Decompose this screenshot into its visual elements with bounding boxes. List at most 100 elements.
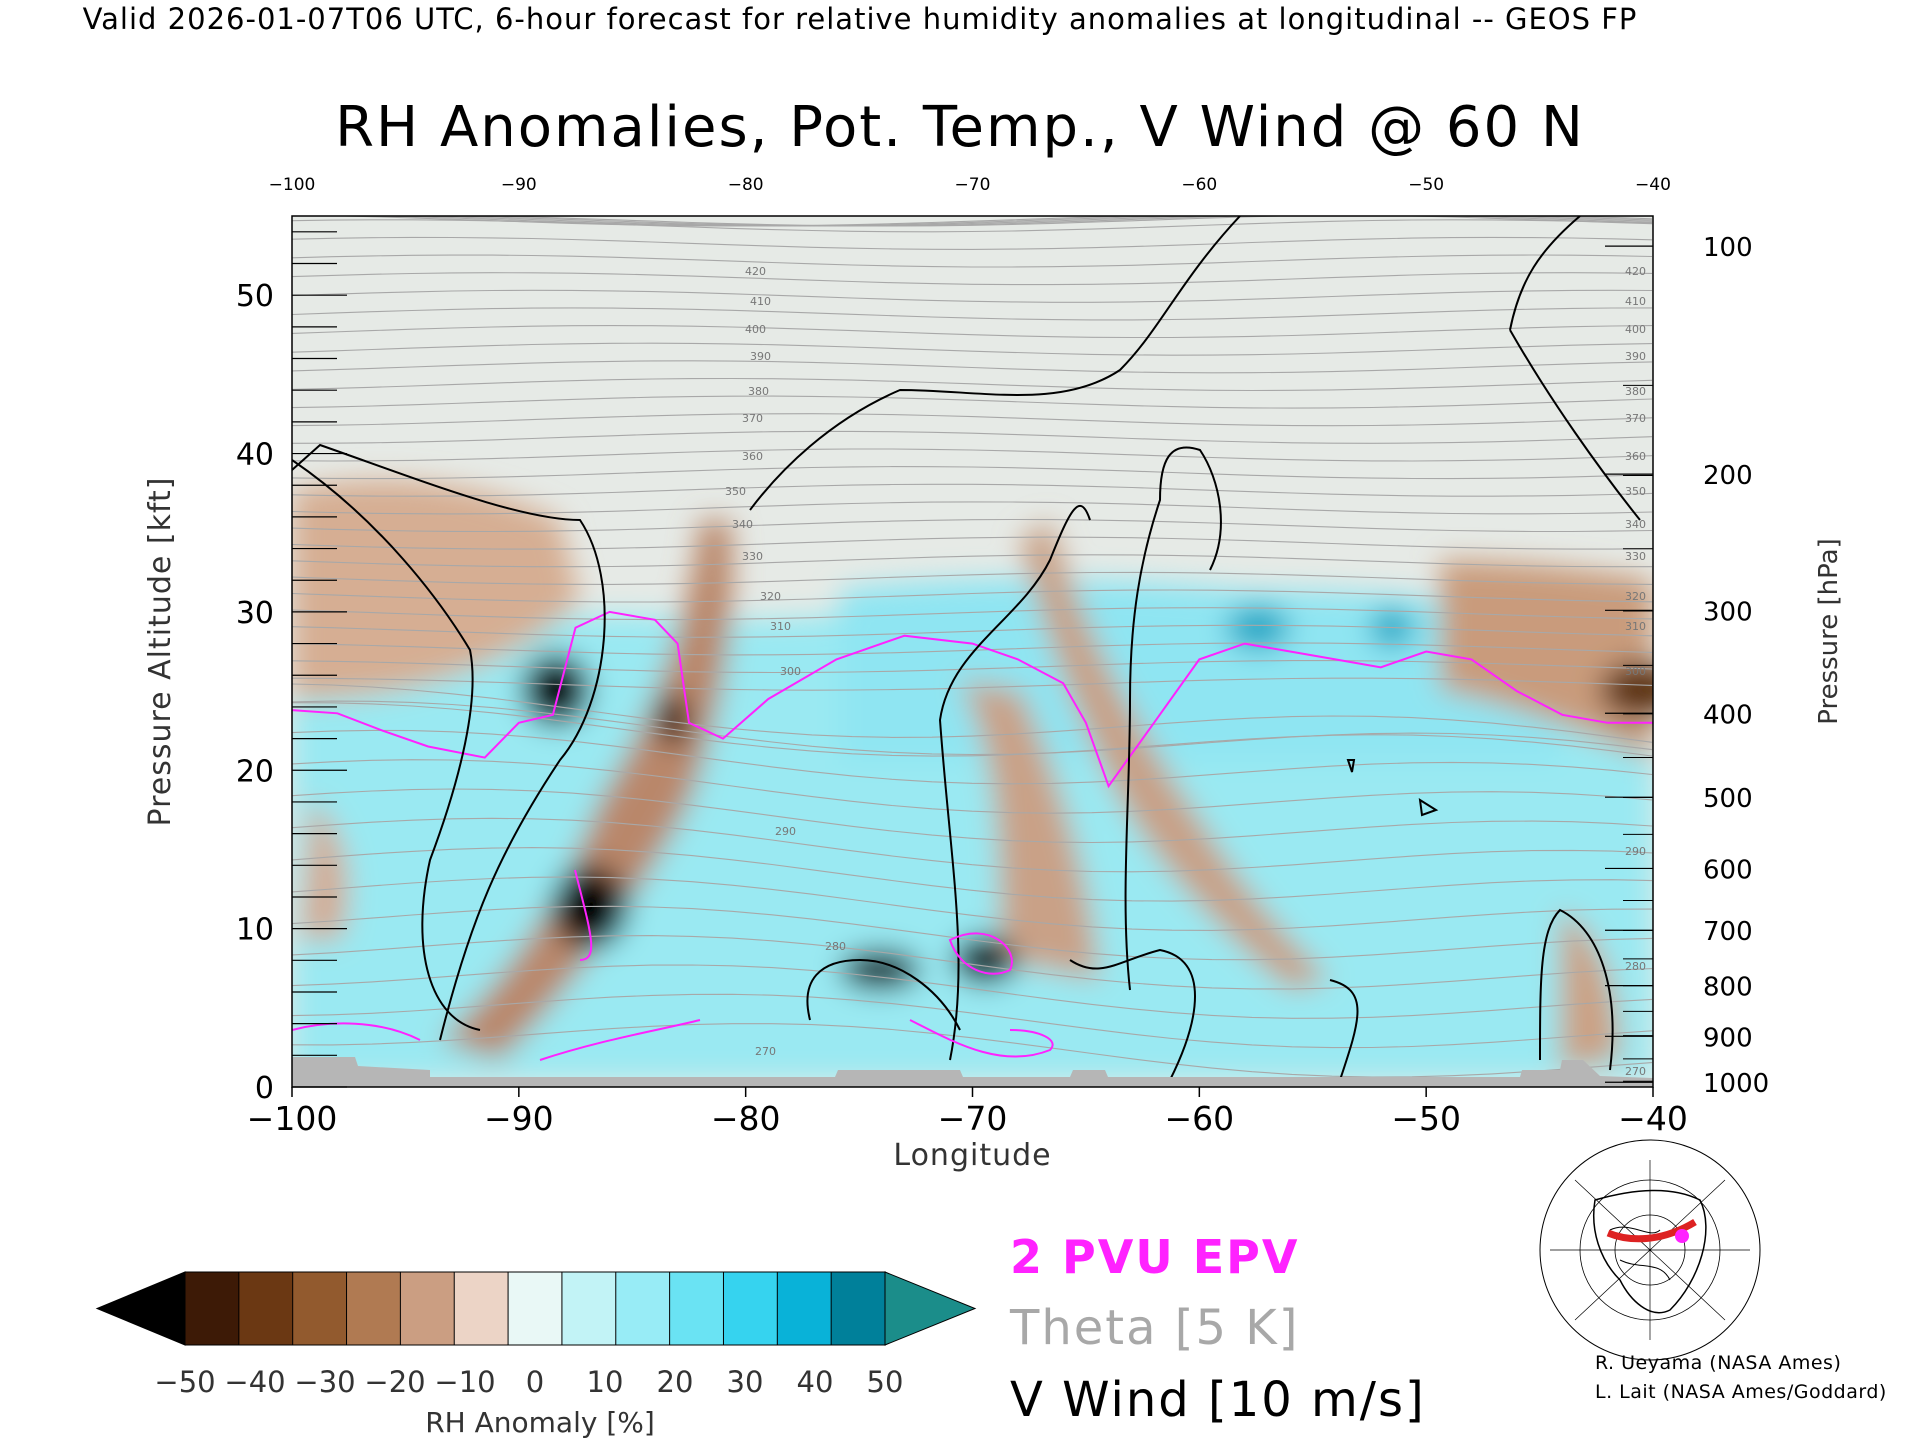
theta-label: 340	[732, 518, 753, 531]
theta-label: 390	[1625, 350, 1646, 363]
x-top-tick-label: −70	[955, 175, 991, 195]
colorbar: −50 −40 −30 −20 −10 0 10 20 30 40 50 RH Anomaly [%]	[95, 1271, 977, 1439]
colorbar-segment	[184, 1271, 240, 1346]
theta-contour-line	[292, 466, 1653, 480]
vwind-contour-11	[1346, 759, 1439, 817]
theta-label: 410	[1625, 295, 1646, 308]
theta-contour-line	[292, 360, 1653, 374]
x-axis-label: Longitude	[893, 1138, 1051, 1173]
theta-contour-line	[292, 307, 1653, 321]
p-tick-label: 300	[1703, 597, 1753, 627]
x-tick-label: −60	[1165, 1099, 1235, 1138]
colorbar-segment	[507, 1271, 563, 1346]
theta-contour-line	[292, 1023, 1653, 1078]
theta-label: 360	[742, 450, 763, 463]
colorbar-segment	[561, 1271, 617, 1346]
theta-contour-line	[292, 729, 1653, 785]
theta-contour-line	[292, 413, 1653, 427]
vwind-contour-6	[1069, 948, 1196, 1081]
theta-contour-line	[292, 759, 1653, 814]
rh-neg-surface-left	[300, 800, 349, 940]
theta-label: 410	[750, 295, 771, 308]
topography-fill	[292, 1057, 1653, 1087]
legend-epv: 2 PVU EPV	[1010, 1230, 1300, 1284]
theta-contour-line	[292, 571, 1653, 585]
colorbar-tick-label: −50	[154, 1365, 215, 1399]
colorbar-tick-label: 0	[526, 1365, 544, 1399]
rh-neg-right	[1440, 560, 1653, 760]
x-tick-label: −90	[484, 1099, 554, 1138]
colorbar-tick-label: −40	[224, 1365, 285, 1399]
theta-contour-line	[292, 993, 1653, 1049]
p-tick-label: 100	[1703, 233, 1753, 263]
theta-label: 270	[755, 1045, 776, 1058]
theta-label: 300	[1625, 665, 1646, 678]
colorbar-segment	[669, 1271, 725, 1346]
p-tick-label: 400	[1703, 700, 1753, 730]
rh-anomaly-field: 270 270 280 280 290 290 300 300 310 310 320 320 330 3…	[292, 216, 1653, 1087]
theta-contour-line	[292, 501, 1653, 515]
theta-contour-line	[292, 817, 1653, 873]
polar-map-icon	[1539, 1139, 1761, 1361]
theta-contour-line	[292, 236, 1653, 250]
theta-contour-line	[292, 430, 1653, 444]
colorbar-segment	[776, 1271, 833, 1346]
vwind-contour-2	[292, 443, 606, 1041]
theta-label: 310	[1625, 620, 1646, 633]
theta-label: 330	[742, 550, 763, 563]
theta-label: 420	[745, 265, 766, 278]
theta-contour-line	[292, 683, 1653, 743]
vwind-contour-5	[1124, 446, 1222, 991]
colorbar-segment	[238, 1271, 294, 1346]
theta-contour-line	[292, 448, 1653, 462]
rh-core-dry-6	[1600, 662, 1653, 718]
theta-contour-line	[292, 876, 1653, 931]
theta-contour-line	[292, 272, 1653, 286]
theta-contour-line	[292, 964, 1653, 1019]
theta-contour-line	[292, 642, 1653, 656]
colorbar-tick-label: 30	[727, 1365, 764, 1399]
x-tick-label: −100	[247, 1099, 338, 1138]
theta-contour-line	[360, 216, 1653, 227]
theta-contour-line	[292, 395, 1653, 409]
legend-theta: Theta [5 K]	[1010, 1300, 1300, 1356]
colorbar-min-arrow	[95, 1271, 186, 1346]
theta-label: 320	[1625, 590, 1646, 603]
theta-contour-line	[292, 536, 1653, 550]
colorbar-segment	[346, 1271, 402, 1346]
theta-contour-line	[292, 660, 1653, 674]
theta-contour-line	[292, 342, 1653, 356]
y-axis-label-right: Pressure [hPa]	[1814, 538, 1844, 725]
x-tick-label: −80	[711, 1099, 781, 1138]
theta-contour-line	[292, 254, 1653, 268]
theta-label: 280	[1625, 960, 1646, 973]
y-tick-label: 0	[255, 1071, 274, 1106]
y-tick-label: 20	[236, 754, 274, 789]
x-top-tick-label: −100	[269, 175, 316, 195]
x-tick-label: −70	[938, 1099, 1008, 1138]
vwind-contour-7	[1539, 908, 1614, 1071]
axes: −100 −90 −80 −70 −60 −50 −40 −100 −90 −80 −70 −60 −5…	[143, 175, 1844, 1173]
x-tick-label: −50	[1391, 1099, 1461, 1138]
theta-contour-line	[292, 483, 1653, 497]
epv-2pvu-contour	[292, 610, 1653, 789]
credit-line-1: R. Ueyama (NASA Ames)	[1595, 1352, 1842, 1374]
colorbar-tick-label: 50	[867, 1365, 904, 1399]
theta-contour-line	[292, 677, 1653, 691]
chart-title: RH Anomalies, Pot. Temp., V Wind @ 60 N	[335, 95, 1585, 160]
colorbar-max-arrow	[884, 1271, 977, 1346]
theta-contour-line	[292, 518, 1653, 533]
theta-label: 380	[1625, 385, 1646, 398]
theta-label: 330	[1625, 550, 1646, 563]
rh-neg-surface-right	[1560, 910, 1620, 1070]
theta-contour-line	[436, 216, 1653, 227]
theta-contour-line	[292, 589, 1653, 603]
y-tick-label: 10	[236, 913, 274, 948]
theta-label: 420	[1625, 265, 1646, 278]
colorbar-tick-label: 10	[587, 1365, 624, 1399]
y-axis-label-left: Pressure Altitude [kft]	[143, 477, 178, 827]
colorbar-tick-label: 40	[797, 1365, 834, 1399]
theta-label: 380	[748, 385, 769, 398]
theta-contour-line	[292, 624, 1653, 638]
